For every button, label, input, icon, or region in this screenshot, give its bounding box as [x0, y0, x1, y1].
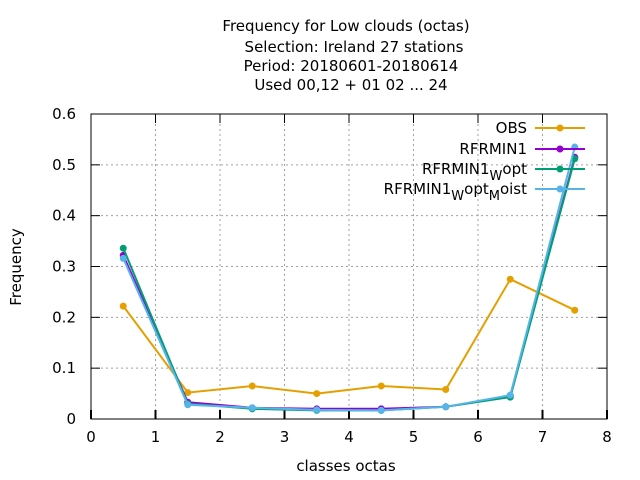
x-tick-label: 0: [86, 428, 96, 446]
data-point: [119, 244, 127, 252]
x-tick-label: 6: [473, 428, 483, 446]
legend-label: RFRMIN1WoptMoist: [384, 180, 527, 204]
y-tick-label: 0.1: [52, 359, 76, 377]
x-tick-label: 2: [215, 428, 225, 446]
data-point: [506, 275, 514, 283]
x-tick-label: 8: [602, 428, 612, 446]
y-tick-label: 0: [66, 410, 76, 428]
data-point: [571, 306, 579, 314]
title-line-4: Used 00,12 + 01 02 ... 24: [254, 76, 447, 94]
series-group-1: [119, 275, 579, 398]
chart-title: Frequency for Low clouds (octas) Selecti…: [222, 17, 469, 94]
y-tick-label: 0.4: [52, 207, 76, 225]
data-point: [377, 406, 385, 414]
y-tick-label: 0.6: [52, 105, 76, 123]
y-tick-label: 0.5: [52, 156, 76, 174]
y-axis-label: Frequency: [7, 228, 25, 306]
x-axis-label: classes octas: [296, 457, 396, 475]
data-point: [313, 390, 321, 398]
legend-marker: [556, 165, 564, 173]
data-point: [313, 406, 321, 414]
data-point: [442, 403, 450, 411]
x-tick-label: 4: [344, 428, 354, 446]
legend-marker: [556, 124, 564, 132]
title-line-1: Frequency for Low clouds (octas): [222, 17, 469, 35]
data-point: [184, 389, 192, 397]
legend-label: OBS: [496, 119, 527, 137]
title-line-2: Selection: Ireland 27 stations: [245, 38, 464, 56]
x-tick-label: 3: [280, 428, 290, 446]
plot-frame: [90, 113, 608, 420]
data-point: [248, 382, 256, 390]
y-tick-label: 0.2: [52, 308, 76, 326]
legend-marker: [556, 145, 564, 153]
x-tick-label: 5: [409, 428, 419, 446]
data-point: [377, 382, 385, 390]
series-line: [122, 277, 576, 395]
data-point: [119, 302, 127, 310]
series: [119, 143, 579, 414]
data-point: [442, 386, 450, 394]
data-point: [184, 401, 192, 409]
axis-ticks: 0 1 2 3 4 5 6 7 8 0 0.1 0.2 0.3 0.4 0.5 0.6: [52, 105, 612, 446]
title-line-3: Period: 20180601-20180614: [244, 57, 459, 75]
y-tick-label: 0.3: [52, 258, 76, 276]
data-point: [248, 404, 256, 412]
legend-marker: [556, 185, 564, 193]
x-tick-label: 1: [151, 428, 161, 446]
grid: [91, 114, 607, 419]
x-tick-label: 7: [538, 428, 548, 446]
data-point: [119, 254, 127, 262]
data-point: [506, 391, 514, 399]
legend-label: RFRMIN1: [459, 140, 527, 158]
series-line: [122, 146, 576, 412]
legend-label: RFRMIN1Wopt: [422, 160, 527, 184]
